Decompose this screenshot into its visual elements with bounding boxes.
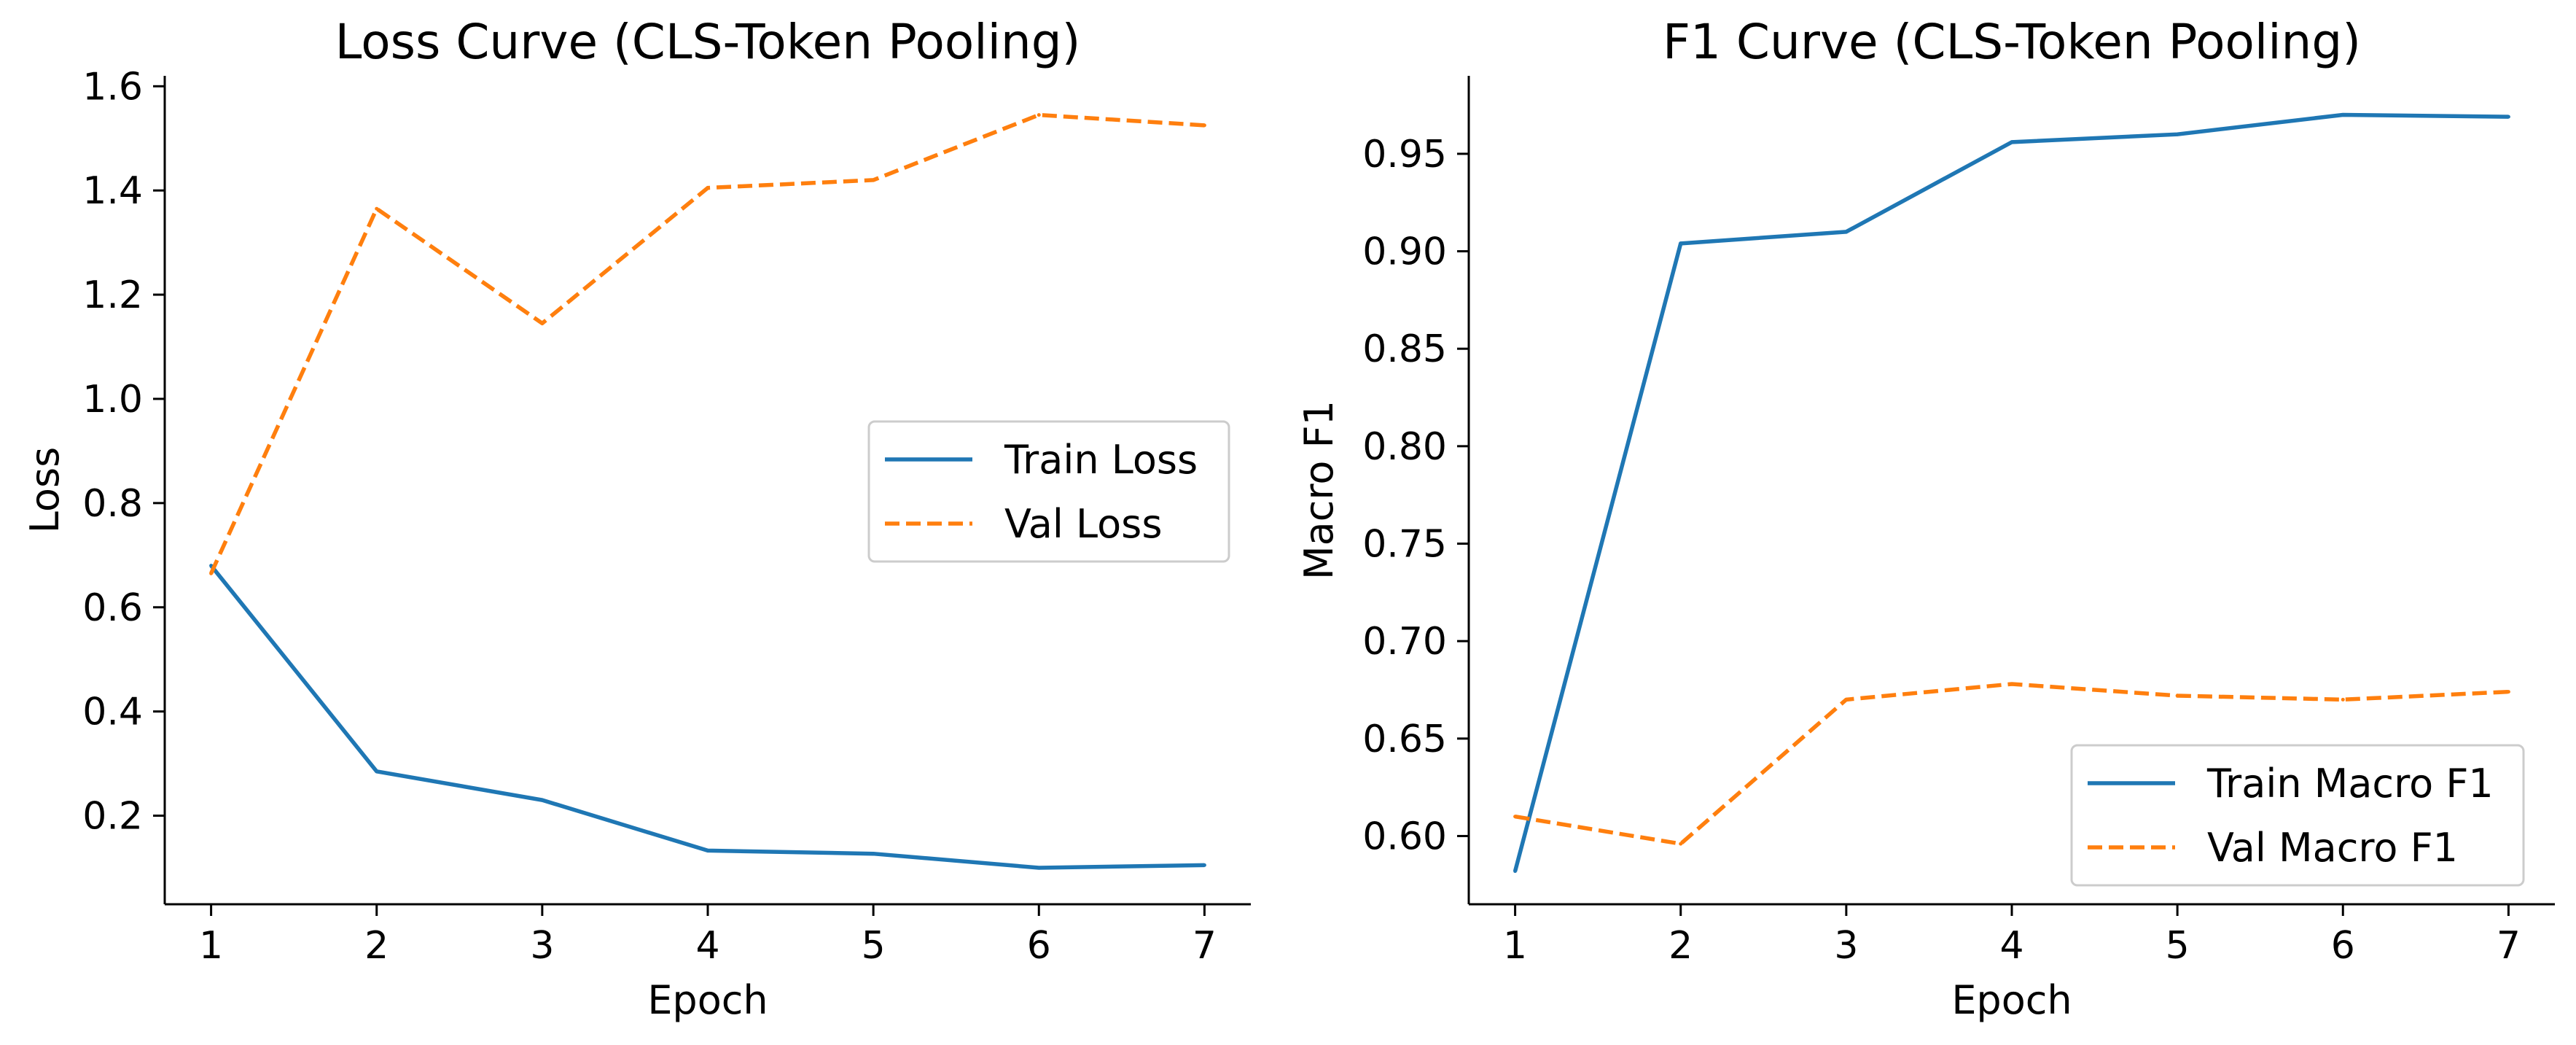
legend: Train Macro F1 Val Macro F1 (2070, 744, 2525, 887)
x-axis-label: Epoch (647, 977, 768, 1023)
data-point (1513, 869, 1518, 874)
data-point (2010, 682, 2014, 686)
chart-panel-2: F1 Curve (CLS-Token Pooling) 1 2 3 4 5 6 7 0.60 0… (1296, 14, 2555, 1023)
x-tick-label: 3 (1834, 924, 1858, 968)
y-tick-label: 1.4 (82, 169, 143, 213)
x-tick-label: 6 (1027, 924, 1051, 968)
data-point (209, 571, 214, 575)
data-point (2341, 697, 2345, 702)
x-tick-label: 7 (1193, 924, 1217, 968)
x-tick-label: 1 (1503, 924, 1527, 968)
data-point (1037, 113, 1041, 117)
data-point (209, 564, 214, 568)
data-point (540, 798, 545, 802)
data-point (1202, 123, 1206, 128)
y-tick-label: 1.6 (82, 65, 143, 109)
chart-title: Loss Curve (CLS-Token Pooling) (335, 14, 1081, 70)
data-point (1679, 241, 1683, 246)
legend-label: Train Loss (1004, 437, 1198, 483)
y-tick-label: 0.85 (1362, 327, 1447, 371)
legend-label: Val Loss (1004, 501, 1162, 547)
y-tick-label: 0.90 (1362, 230, 1447, 274)
x-tick-label: 5 (2166, 924, 2190, 968)
data-point (706, 848, 710, 852)
y-axis-label: Macro F1 (1296, 400, 1342, 580)
data-point (375, 206, 379, 211)
x-tick-label: 4 (695, 924, 719, 968)
chart-panel-1: Loss Curve (CLS-Token Pooling) 1 2 3 4 5 6 7 0.2… (22, 14, 1251, 1023)
y-tick-label: 0.65 (1362, 718, 1447, 761)
series-line-train (209, 564, 1205, 870)
x-tick-label: 6 (2331, 924, 2355, 968)
y-tick-label: 0.70 (1362, 620, 1447, 664)
y-tick-label: 1.0 (82, 378, 143, 422)
data-point (1037, 866, 1041, 870)
data-point (1844, 697, 1849, 702)
y-axis-label: Loss (22, 447, 68, 533)
x-tick-label: 2 (1668, 924, 1693, 968)
data-point (871, 178, 875, 182)
y-tick-label: 0.8 (82, 482, 143, 526)
data-point (2010, 140, 2014, 144)
y-tick-label: 0.80 (1362, 425, 1447, 469)
y-tick-label: 0.4 (82, 691, 143, 734)
data-point (2175, 132, 2179, 136)
data-point (1513, 815, 1518, 819)
x-tick-label: 5 (862, 924, 886, 968)
x-tick-label: 1 (199, 924, 223, 968)
x-tick-label: 7 (2497, 924, 2521, 968)
data-point (2506, 690, 2510, 694)
data-point (540, 321, 545, 325)
data-point (2341, 112, 2345, 117)
legend-label: Train Macro F1 (2206, 761, 2494, 807)
y-tick-label: 0.75 (1362, 523, 1447, 567)
x-tick-label: 2 (364, 924, 389, 968)
data-point (1202, 863, 1206, 867)
data-point (706, 186, 710, 190)
legend-frame (2070, 744, 2525, 887)
data-point (1679, 842, 1683, 846)
x-axis-label: Epoch (1951, 977, 2072, 1023)
data-point (2175, 694, 2179, 698)
legend: Train Loss Val Loss (867, 420, 1230, 563)
y-tick-label: 0.60 (1362, 815, 1447, 858)
data-point (375, 769, 379, 774)
data-point (871, 852, 875, 856)
chart-title: F1 Curve (CLS-Token Pooling) (1663, 14, 2361, 70)
y-tick-label: 1.2 (82, 273, 143, 317)
y-tick-label: 0.6 (82, 586, 143, 630)
y-tick-label: 0.95 (1362, 133, 1447, 176)
legend-label: Val Macro F1 (2207, 825, 2458, 871)
data-point (2506, 114, 2510, 119)
x-tick-label: 4 (1999, 924, 2023, 968)
y-tick-label: 0.2 (82, 795, 143, 839)
x-tick-label: 3 (530, 924, 554, 968)
legend-frame (867, 420, 1230, 563)
data-point (1844, 230, 1849, 234)
